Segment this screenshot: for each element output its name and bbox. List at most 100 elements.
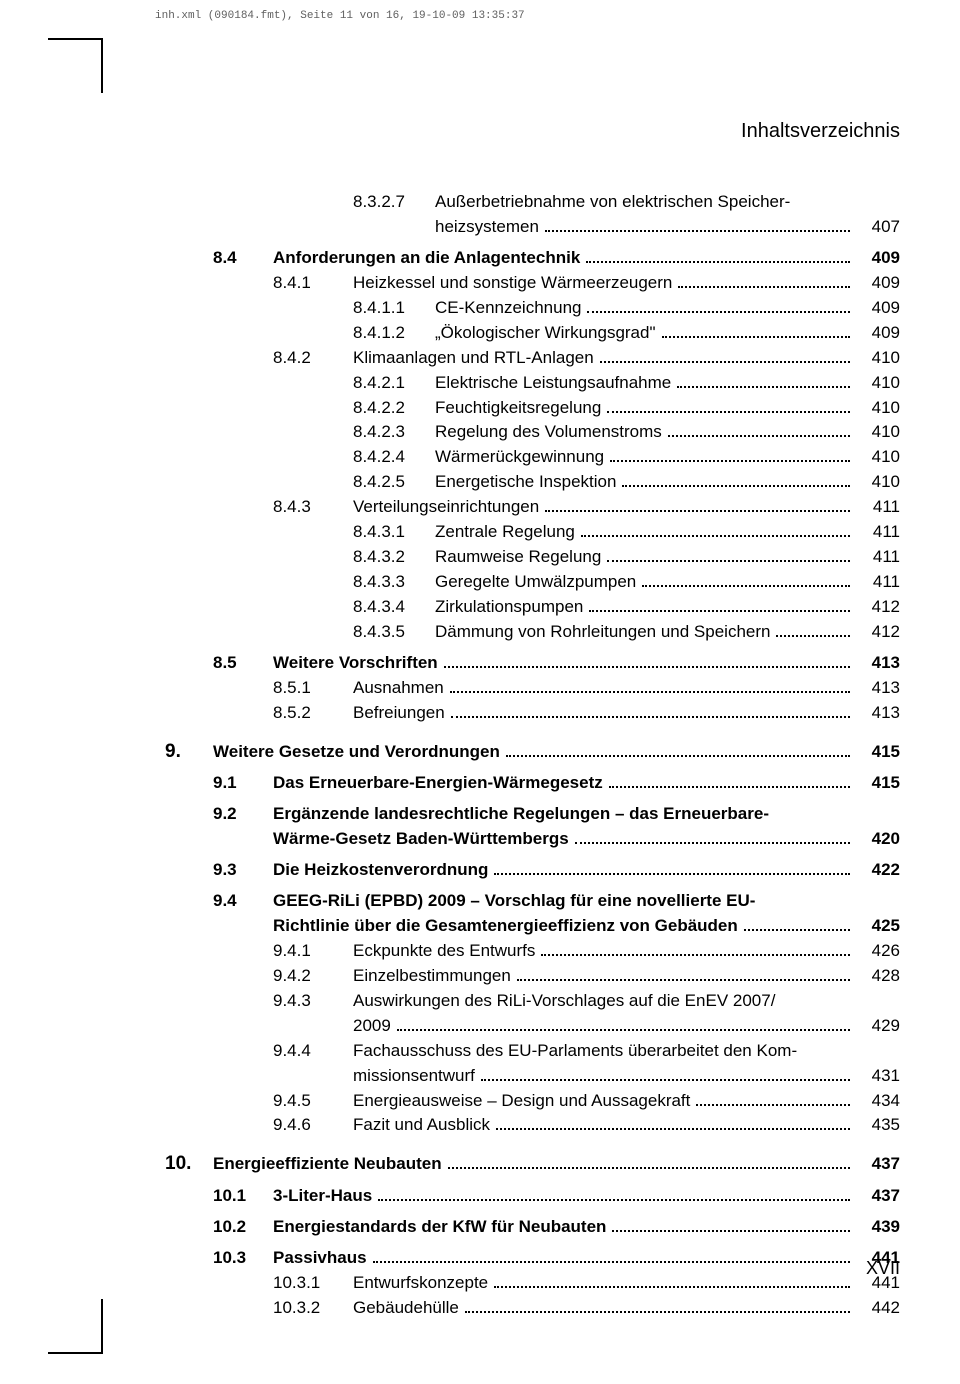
toc-row: 8.4.2.4Wärmerückgewinnung410 bbox=[165, 446, 900, 468]
toc-title: heizsystemen bbox=[435, 216, 856, 238]
toc-number: 9.2 bbox=[213, 803, 273, 825]
toc-page: 412 bbox=[856, 621, 900, 643]
toc-number: 8.5.2 bbox=[273, 702, 353, 724]
toc-page: 409 bbox=[856, 322, 900, 344]
toc-row: 8.4.3.2Raumweise Regelung411 bbox=[165, 546, 900, 568]
toc-row: Wärme-Gesetz Baden-Württembergs420 bbox=[165, 828, 900, 850]
toc-title: 3-Liter-Haus bbox=[273, 1185, 856, 1207]
toc-title: Weitere Vorschriften bbox=[273, 652, 856, 674]
toc-number: 10.3.1 bbox=[273, 1272, 353, 1294]
toc-page: 411 bbox=[856, 546, 900, 568]
toc-page: 410 bbox=[856, 397, 900, 419]
page-number: XVII bbox=[866, 1258, 900, 1279]
toc-page: 410 bbox=[856, 471, 900, 493]
toc-title: Das Erneuerbare-Energien-Wärmegesetz bbox=[273, 772, 856, 794]
toc-row: 8.4.2.2Feuchtigkeitsregelung410 bbox=[165, 397, 900, 419]
toc-title: Feuchtigkeitsregelung bbox=[435, 397, 856, 419]
toc-number: 8.5.1 bbox=[273, 677, 353, 699]
toc-row: 9.4GEEG-RiLi (EPBD) 2009 – Vorschlag für… bbox=[165, 890, 900, 912]
toc-number: 8.4.2 bbox=[273, 347, 353, 369]
toc-number: 9.1 bbox=[213, 772, 273, 794]
toc-title: Energiestandards der KfW für Neubauten bbox=[273, 1216, 856, 1238]
toc-row: 10.2Energiestandards der KfW für Neubaut… bbox=[165, 1216, 900, 1238]
toc-page: 413 bbox=[856, 677, 900, 699]
toc-title: Fazit und Ausblick bbox=[353, 1114, 856, 1136]
toc-row: 9.4.6Fazit und Ausblick435 bbox=[165, 1114, 900, 1136]
toc-page: 431 bbox=[856, 1065, 900, 1087]
toc-row: 8.4.3.4Zirkulationspumpen412 bbox=[165, 596, 900, 618]
toc-title: Eckpunkte des Entwurfs bbox=[353, 940, 856, 962]
toc-title: Dämmung von Rohrleitungen und Speichern bbox=[435, 621, 856, 643]
toc-title: Verteilungseinrichtungen bbox=[353, 496, 856, 518]
toc-page: 407 bbox=[856, 216, 900, 238]
toc-row: 8.4.3Verteilungseinrichtungen411 bbox=[165, 496, 900, 518]
toc-row: 9.4.2Einzelbestimmungen428 bbox=[165, 965, 900, 987]
toc-page: 428 bbox=[856, 965, 900, 987]
toc-row: 9.4.4Fachausschuss des EU-Parlaments übe… bbox=[165, 1040, 900, 1062]
toc-row: 10.13-Liter-Haus437 bbox=[165, 1185, 900, 1207]
toc-row: 10.Energieeffiziente Neubauten437 bbox=[165, 1151, 900, 1176]
toc-page: 413 bbox=[856, 652, 900, 674]
page-title: Inhaltsverzeichnis bbox=[165, 120, 900, 143]
toc-number: 8.4.1.2 bbox=[353, 322, 435, 344]
toc-title: Wärme-Gesetz Baden-Württembergs bbox=[273, 828, 856, 850]
toc-number: 9.4.6 bbox=[273, 1114, 353, 1136]
toc-title: CE-Kennzeichnung bbox=[435, 297, 856, 319]
toc-title: Passivhaus bbox=[273, 1247, 856, 1269]
toc-title: Wärmerückgewinnung bbox=[435, 446, 856, 468]
toc-row: 9.3Die Heizkostenverordnung422 bbox=[165, 859, 900, 881]
toc-row: 8.3.2.7Außerbetriebnahme von elektrische… bbox=[165, 191, 900, 213]
toc-number: 8.3.2.7 bbox=[353, 191, 435, 213]
toc-title: Elektrische Leistungsaufnahme bbox=[435, 372, 856, 394]
toc-number: 9.4.5 bbox=[273, 1090, 353, 1112]
toc-page: 410 bbox=[856, 372, 900, 394]
toc-title: Auswirkungen des RiLi-Vorschlages auf di… bbox=[353, 990, 856, 1012]
toc-number: 9.4.3 bbox=[273, 990, 353, 1012]
toc-title: Klimaanlagen und RTL-Anlagen bbox=[353, 347, 856, 369]
toc-number: 8.4.3.2 bbox=[353, 546, 435, 568]
toc-page: 442 bbox=[856, 1297, 900, 1319]
toc-title: Energieeffiziente Neubauten bbox=[213, 1153, 856, 1175]
toc-row: 8.4.1.1CE-Kennzeichnung409 bbox=[165, 297, 900, 319]
toc-page: 410 bbox=[856, 421, 900, 443]
toc-number: 8.4.3.1 bbox=[353, 521, 435, 543]
toc-number: 8.4.2.1 bbox=[353, 372, 435, 394]
toc-title: Einzelbestimmungen bbox=[353, 965, 856, 987]
toc-row: 10.3.1Entwurfskonzepte441 bbox=[165, 1272, 900, 1294]
toc-page: 425 bbox=[856, 915, 900, 937]
toc-title: Anforderungen an die Anlagentechnik bbox=[273, 247, 856, 269]
toc-title: Entwurfskonzepte bbox=[353, 1272, 856, 1294]
toc-title: Heizkessel und sonstige Wärmeerzeugern bbox=[353, 272, 856, 294]
crop-mark bbox=[48, 1352, 103, 1354]
toc-row: 8.5.2Befreiungen413 bbox=[165, 702, 900, 724]
crop-mark bbox=[101, 38, 103, 93]
toc-row: 9.2Ergänzende landesrechtliche Regelunge… bbox=[165, 803, 900, 825]
toc-title: Richtlinie über die Gesamtenergieeffizie… bbox=[273, 915, 856, 937]
toc-row: 10.3Passivhaus441 bbox=[165, 1247, 900, 1269]
crop-mark bbox=[48, 38, 103, 40]
toc-page: 409 bbox=[856, 272, 900, 294]
toc-number: 9.4 bbox=[213, 890, 273, 912]
toc-page: 411 bbox=[856, 496, 900, 518]
toc-title: Ausnahmen bbox=[353, 677, 856, 699]
toc-page: 410 bbox=[856, 347, 900, 369]
toc-number: 8.4.1 bbox=[273, 272, 353, 294]
toc-page: 437 bbox=[856, 1153, 900, 1175]
toc-row: Richtlinie über die Gesamtenergieeffizie… bbox=[165, 915, 900, 937]
toc-row: 8.5.1Ausnahmen413 bbox=[165, 677, 900, 699]
toc-number: 8.5 bbox=[213, 652, 273, 674]
toc-number: 8.4.2.5 bbox=[353, 471, 435, 493]
toc-row: 2009429 bbox=[165, 1015, 900, 1037]
toc-title: Energetische Inspektion bbox=[435, 471, 856, 493]
toc-title: Fachausschuss des EU-Parlaments überarbe… bbox=[353, 1040, 856, 1062]
toc-title: GEEG-RiLi (EPBD) 2009 – Vorschlag für ei… bbox=[273, 890, 856, 912]
toc-title: Außerbetriebnahme von elektrischen Speic… bbox=[435, 191, 856, 213]
toc-page: 426 bbox=[856, 940, 900, 962]
page-content: Inhaltsverzeichnis 8.3.2.7Außerbetriebna… bbox=[165, 120, 900, 1322]
toc-title: Gebäudehülle bbox=[353, 1297, 856, 1319]
toc-title: Die Heizkostenverordnung bbox=[273, 859, 856, 881]
toc-row: 8.4.2.3Regelung des Volumenstroms410 bbox=[165, 421, 900, 443]
toc-title: 2009 bbox=[353, 1015, 856, 1037]
toc-page: 415 bbox=[856, 772, 900, 794]
table-of-contents: 8.3.2.7Außerbetriebnahme von elektrische… bbox=[165, 191, 900, 1319]
